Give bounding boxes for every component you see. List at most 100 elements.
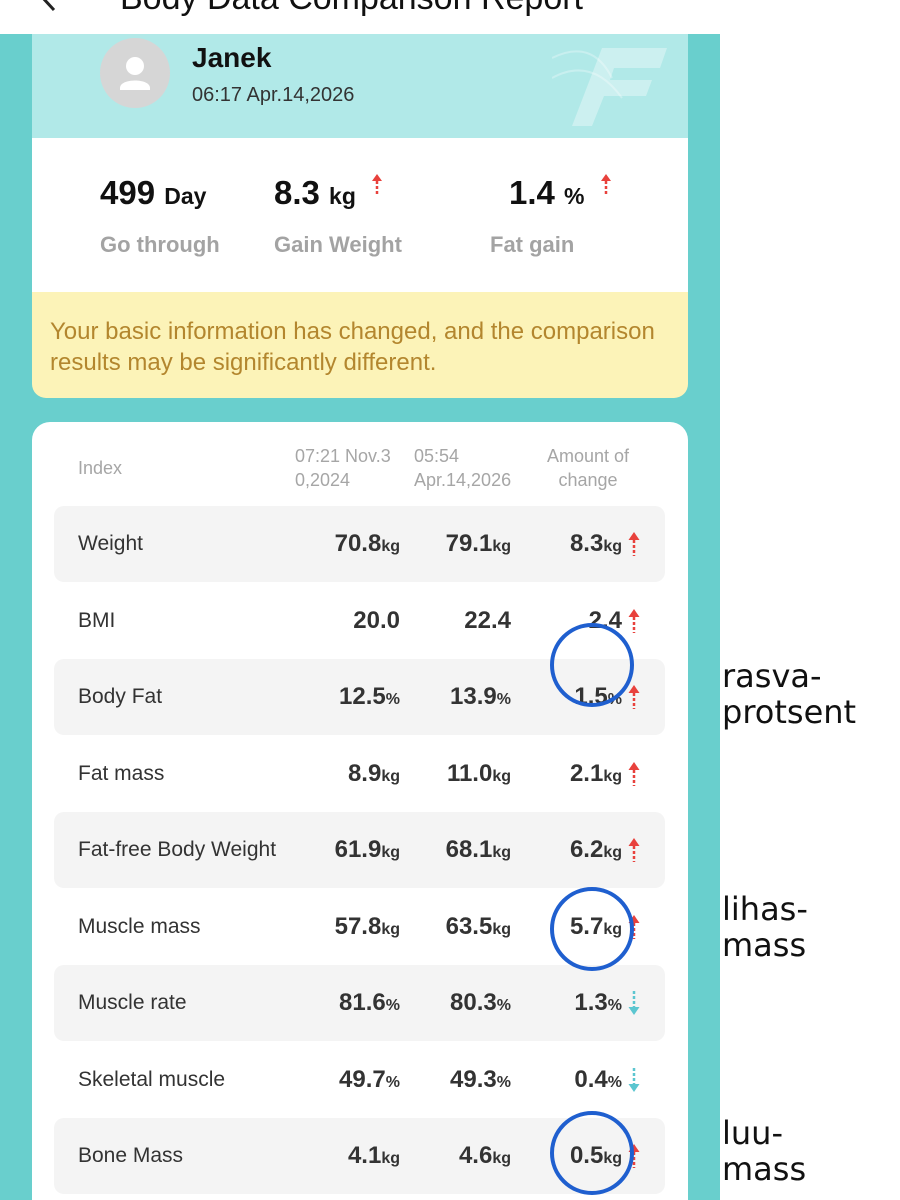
first-value-number: 49.7 xyxy=(339,1065,386,1093)
second-value: 79.1kg xyxy=(446,506,511,582)
second-value-number: 11.0 xyxy=(446,759,493,787)
second-value: 4.6kg xyxy=(459,1118,511,1194)
stat-days-unit: Day xyxy=(164,183,207,209)
down-arrow-icon xyxy=(628,991,640,1015)
change-value-number: 2.1 xyxy=(569,759,604,787)
first-value: 4.1kg xyxy=(348,1118,400,1194)
table-row: Body Fat 12.5% 13.9% 1.5% xyxy=(54,659,665,735)
stat-fat-value: 1.4 xyxy=(509,174,555,211)
first-value: 8.9kg xyxy=(348,736,400,812)
report-screen: Janek 06:17 Apr.14,2026 499 Day Go throu… xyxy=(0,34,720,1200)
annotation-body-fat: rasva- protsent xyxy=(722,657,857,731)
up-arrow-icon xyxy=(372,174,383,194)
first-value-number: 61.9 xyxy=(334,836,382,863)
row-label: Fat-free Body Weight xyxy=(78,838,277,861)
annotation-circle xyxy=(550,1111,634,1195)
up-arrow-icon xyxy=(600,174,611,194)
first-value-number: 12.5 xyxy=(339,683,386,710)
first-value-number: 70.8 xyxy=(334,530,382,557)
annotation-muscle-mass: lihas- mass xyxy=(722,890,808,964)
first-value: 57.8kg xyxy=(335,889,400,965)
annotation-circle xyxy=(550,887,634,971)
change-value-number: 6.2 xyxy=(569,836,604,863)
stat-weight-label: Gain Weight xyxy=(274,232,402,257)
page-title: Body Data Comparison Report xyxy=(120,0,583,18)
header-date2-line1: 05:54 xyxy=(414,446,460,466)
first-value-number: 81.6 xyxy=(339,989,386,1016)
row-label: Bone Mass xyxy=(78,1144,184,1167)
unit: % xyxy=(607,997,622,1014)
measurement-datetime: 06:17 Apr.14,2026 xyxy=(192,84,355,106)
up-arrow-icon xyxy=(628,761,640,786)
second-value: 68.1kg xyxy=(446,812,511,888)
table-row: Muscle rate 81.6% 80.3% 1.3% xyxy=(54,965,665,1041)
change-value-number: 1.3 xyxy=(574,989,608,1016)
stat-weight: 8.3 kg Gain Weight xyxy=(274,174,402,257)
change-value: 2.1kg xyxy=(570,736,622,812)
change-value-number: 8.3 xyxy=(569,530,604,557)
unit: kg xyxy=(492,1150,511,1167)
unit: kg xyxy=(492,844,511,861)
row-label: Muscle rate xyxy=(78,991,187,1014)
unit: kg xyxy=(381,767,400,785)
unit: kg xyxy=(603,767,622,785)
second-value-number: 68.1 xyxy=(445,836,493,863)
stat-fat: 1.4 % Fat gain xyxy=(490,174,612,257)
first-value: 12.5% xyxy=(339,659,400,735)
change-value: 0.4% xyxy=(574,1042,622,1118)
second-value-number: 80.3 xyxy=(450,989,497,1016)
header-change: Amount of change xyxy=(528,444,648,492)
up-arrow-icon xyxy=(628,685,640,709)
header-date2: 05:54 Apr.14,2026 xyxy=(414,444,511,492)
unit: % xyxy=(385,691,400,708)
change-value: 1.3% xyxy=(574,965,622,1041)
unit: kg xyxy=(381,538,400,555)
change-value-number: 0.4 xyxy=(574,1065,608,1093)
header-date1: 07:21 Nov.3 0,2024 xyxy=(295,444,391,492)
top-navigation-bar: Body Data Comparison Report xyxy=(0,0,900,34)
stat-days-label: Go through xyxy=(100,232,220,257)
warning-text: Your basic information has changed, and … xyxy=(50,318,655,376)
table-row: Skeletal muscle 49.7% 49.3% 0.4% xyxy=(54,1042,665,1118)
annotation-bone-mass: luu- mass xyxy=(722,1114,807,1188)
change-value: 6.2kg xyxy=(570,812,622,888)
brand-logo-icon xyxy=(552,48,667,126)
first-value-number: 4.1 xyxy=(347,1142,382,1169)
second-value: 13.9% xyxy=(450,659,511,735)
second-value: 22.4 xyxy=(464,583,511,659)
second-value: 11.0kg xyxy=(447,736,511,812)
header-change-line1: Amount of xyxy=(546,446,630,466)
user-name: Janek xyxy=(192,42,272,73)
unit: kg xyxy=(381,844,400,861)
stat-weight-unit: kg xyxy=(329,183,356,209)
unit: % xyxy=(496,691,511,708)
avatar[interactable] xyxy=(100,38,170,108)
row-label: Fat mass xyxy=(78,761,165,785)
user-header-card: Janek 06:17 Apr.14,2026 xyxy=(32,34,688,138)
stat-fat-unit: % xyxy=(564,183,585,209)
header-index: Index xyxy=(78,458,123,478)
second-value-number: 22.4 xyxy=(464,606,511,634)
down-arrow-icon xyxy=(628,1067,640,1092)
second-value: 80.3% xyxy=(450,965,511,1041)
back-arrow-icon[interactable] xyxy=(38,0,58,12)
table-row: Fat-free Body Weight 61.9kg 68.1kg 6.2kg xyxy=(54,812,665,888)
up-arrow-icon xyxy=(628,532,640,556)
header-date2-line2: Apr.14,2026 xyxy=(414,470,512,490)
stat-days-value: 499 xyxy=(100,174,156,211)
up-arrow-icon xyxy=(628,608,640,633)
row-label: Body Fat xyxy=(78,685,163,708)
first-value: 20.0 xyxy=(353,583,400,659)
first-value-number: 57.8 xyxy=(334,912,382,940)
unit: kg xyxy=(492,538,511,555)
second-value: 63.5kg xyxy=(446,889,511,965)
unit: kg xyxy=(492,920,511,938)
unit: % xyxy=(496,1073,511,1091)
first-value-number: 20.0 xyxy=(353,606,400,634)
first-value: 61.9kg xyxy=(335,812,400,888)
second-value-number: 49.3 xyxy=(450,1065,497,1093)
unit: % xyxy=(496,997,511,1014)
comparison-table: Index 07:21 Nov.3 0,2024 05:54 Apr.14,20… xyxy=(32,422,688,1200)
unit: kg xyxy=(381,1150,400,1167)
second-value-number: 79.1 xyxy=(445,530,493,557)
